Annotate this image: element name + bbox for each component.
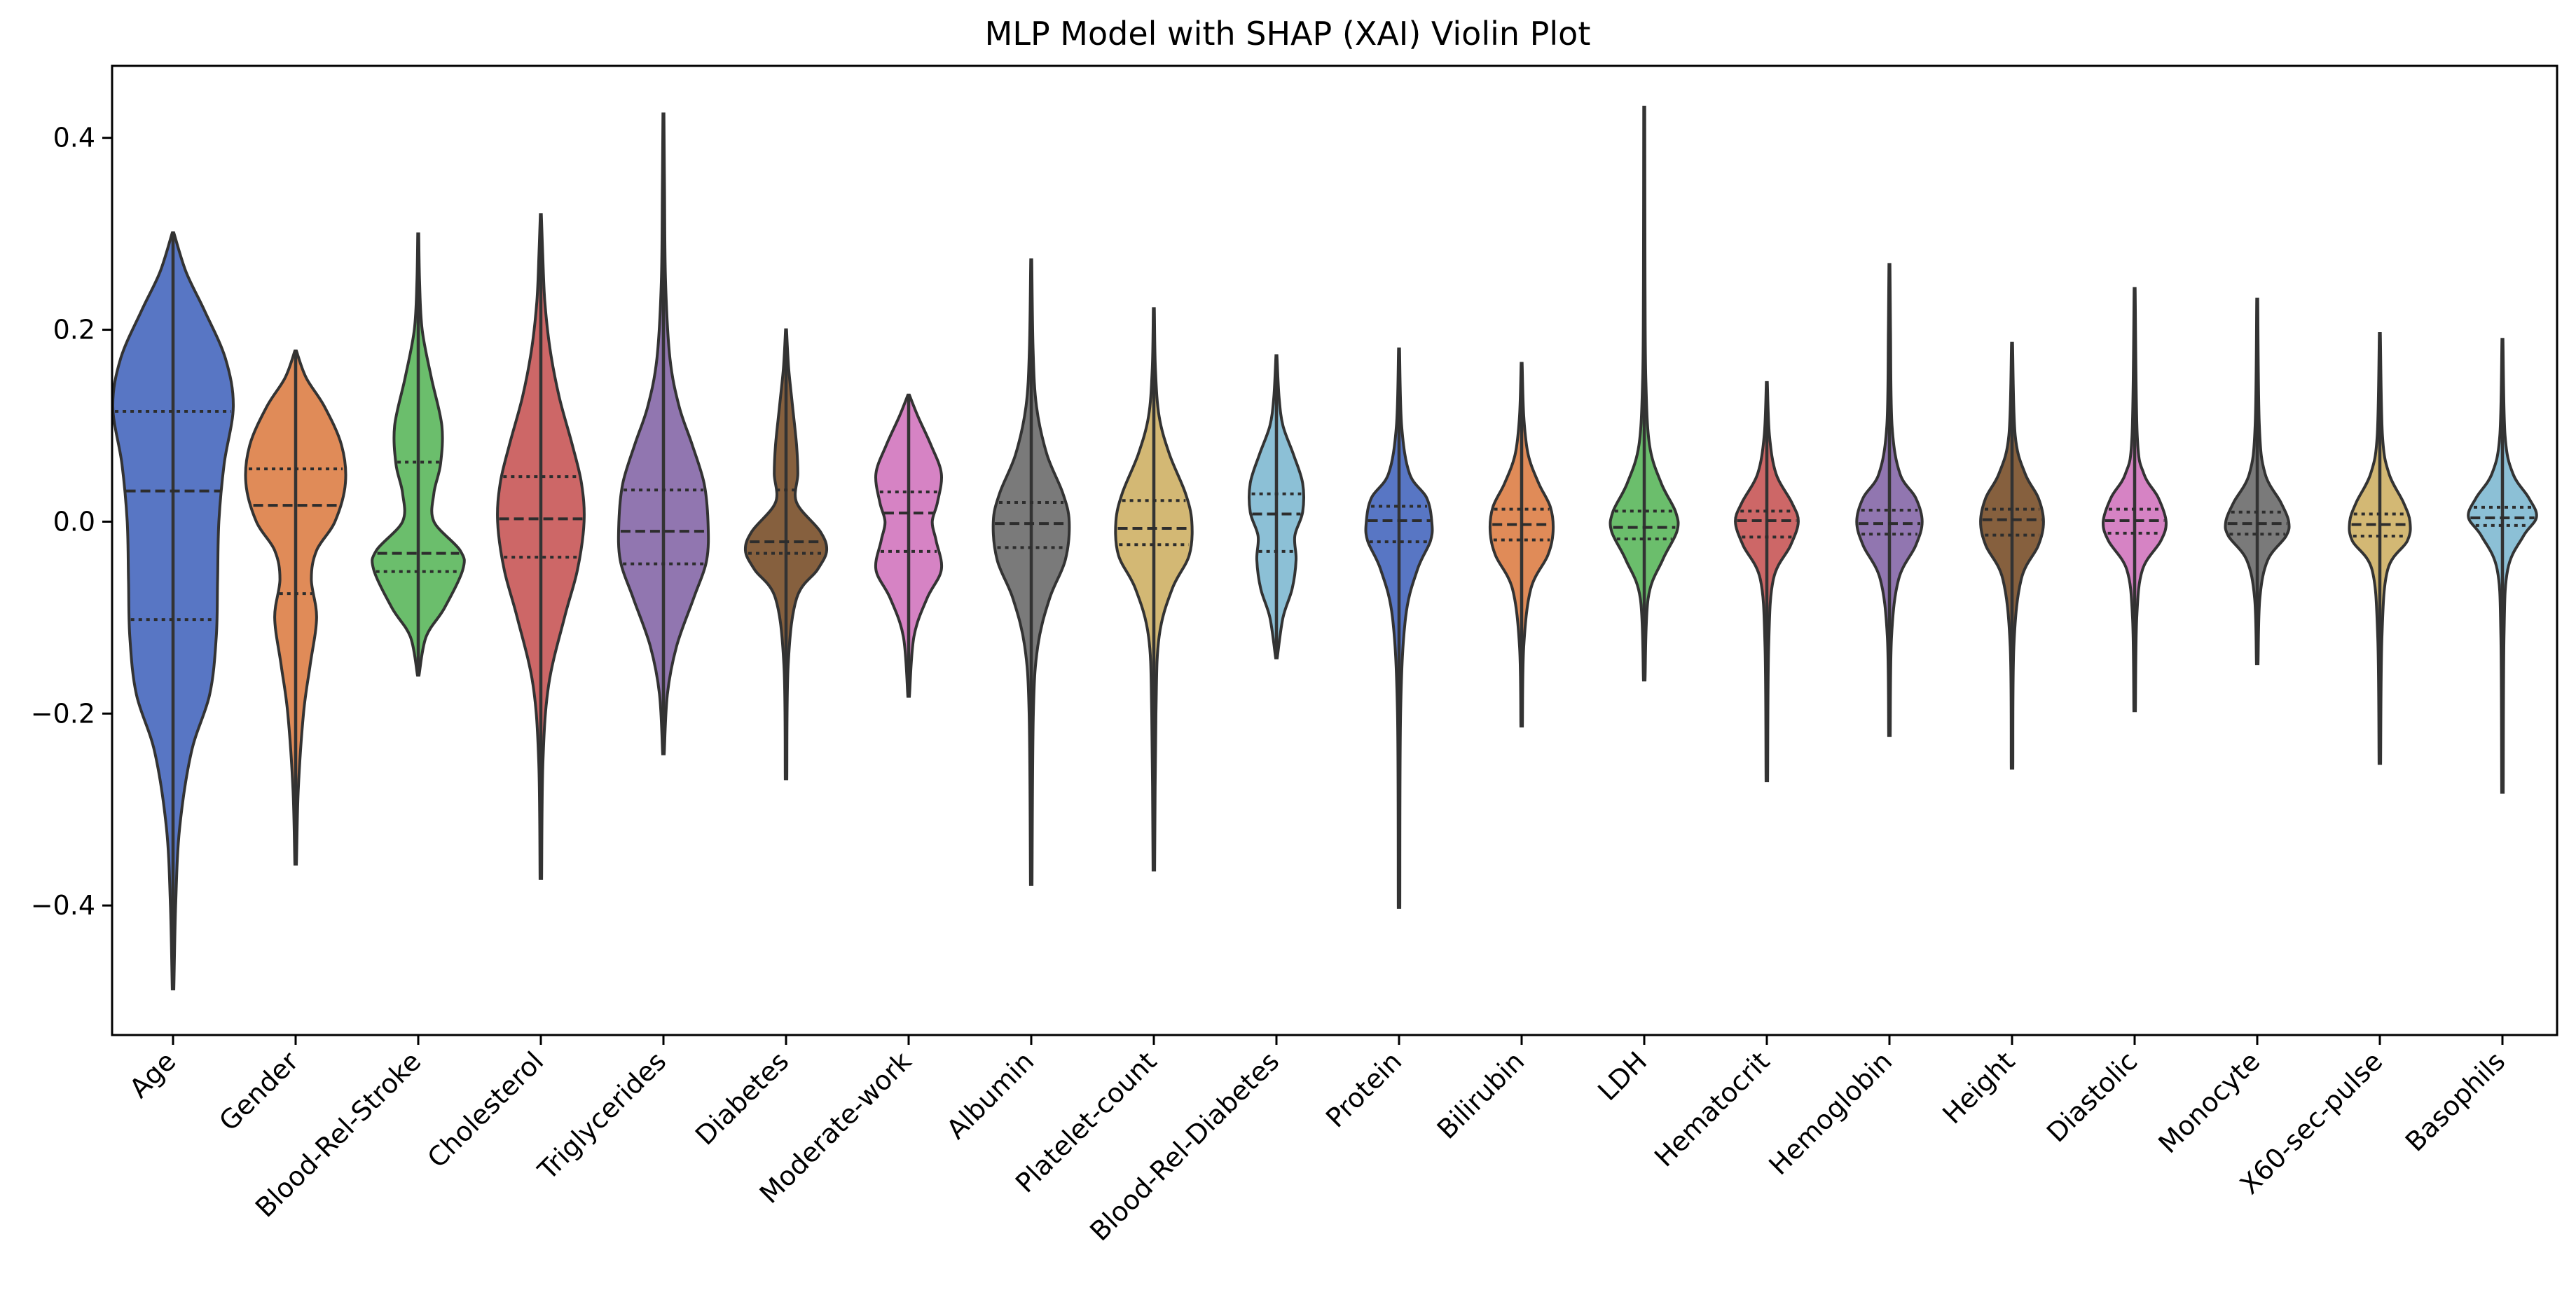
x-tick-label: Diastolic (2041, 1046, 2143, 1148)
violin-gender (244, 349, 347, 866)
x-tick-label: Albumin (941, 1046, 1040, 1145)
violin-moderate-work (874, 393, 944, 698)
y-tick-label: 0.2 (53, 315, 95, 345)
y-tick-label: −0.2 (31, 698, 95, 729)
x-tick-label: Triglycerides (532, 1046, 673, 1186)
violin-bilirubin (1488, 362, 1555, 728)
chart-title: MLP Model with SHAP (XAI) Violin Plot (985, 15, 1591, 53)
plot-area-frame (111, 64, 2558, 1036)
x-tick-label: Hematocrit (1648, 1046, 1775, 1172)
x-tick-label: Diabetes (689, 1046, 794, 1151)
violin-hematocrit (1734, 381, 1800, 783)
violin-basophils (2467, 338, 2538, 794)
violin-height (1979, 341, 2045, 770)
violin-platelet-count (1114, 307, 1194, 872)
x-tick-label: Basophils (2399, 1046, 2511, 1157)
violin-triglycerides (617, 112, 710, 755)
y-tick-label: 0.0 (53, 506, 95, 537)
violin-monocyte (2224, 297, 2291, 666)
x-tick-label: Protein (1320, 1046, 1407, 1133)
x-tick-label: Hemoglobin (1763, 1046, 1898, 1181)
violin-hemoglobin (1855, 263, 1924, 737)
violin-ldh (1609, 105, 1680, 682)
violin-age (111, 231, 235, 991)
x-tick-label: Cholesterol (422, 1046, 550, 1174)
x-tick-label: LDH (1592, 1046, 1653, 1106)
violin-protein (1364, 347, 1434, 909)
violin-blood-rel-stroke (371, 232, 466, 677)
x-tick-label: Age (123, 1046, 181, 1104)
x-axis: Age GenderBlood-Rel-StrokeCholesterolTrig… (123, 1035, 2511, 1247)
violin-albumin (991, 258, 1071, 886)
violin-x60-sec-pulse (2348, 332, 2412, 765)
y-axis: −0.4 −0.2 0.0 0.2 0.4 (31, 123, 112, 921)
y-tick-label: 0.4 (53, 123, 95, 153)
x-tick-label: Height (1936, 1046, 2020, 1130)
violins-layer (111, 105, 2538, 991)
violin-diabetes (743, 328, 829, 781)
x-tick-label: Monocyte (2152, 1046, 2266, 1159)
x-tick-label: Bilirubin (1431, 1046, 1531, 1145)
x-tick-label: Gender (213, 1046, 304, 1137)
y-tick-label: −0.4 (31, 890, 95, 921)
violin-cholesterol (496, 213, 586, 880)
violin-blood-rel-diabetes (1248, 354, 1305, 659)
violin-diastolic (2102, 287, 2168, 713)
